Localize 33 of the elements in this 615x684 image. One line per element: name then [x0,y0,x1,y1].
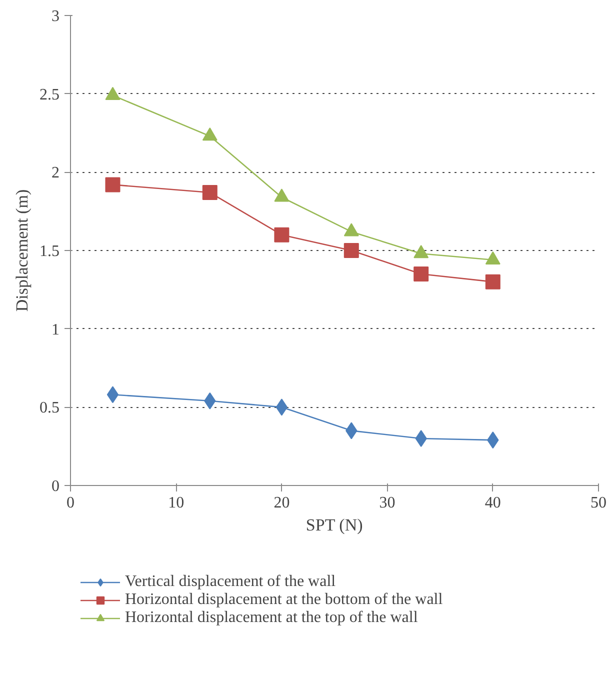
point [105,86,120,100]
point [106,386,119,404]
legend-label: Horizontal displacement at the top of the wall [125,609,418,627]
point [202,185,218,200]
point [276,398,288,416]
x-axis-title: SPT (N) [306,516,363,534]
point [485,274,500,290]
legend-label: Horizontal displacement at the bottom of the wall [125,591,443,609]
point [274,227,290,242]
y-axis-title: Displacement (m) [12,189,32,312]
point [344,223,359,236]
x-tick-label: 0 [66,494,74,512]
y-tick-label: 2.5 [40,86,60,104]
point [202,128,218,141]
x-tick-label: 30 [379,494,396,512]
y-tick-label: 0.5 [40,400,60,417]
x-tick-label: 20 [274,494,290,512]
y-tick-label: 3 [52,8,60,25]
x-tick-label: 10 [168,494,184,512]
x-tick-label: 50 [590,494,606,512]
y-tick-label: 0 [52,478,60,495]
point [414,266,429,282]
point [415,430,427,447]
point [414,245,429,258]
y-tick-label: 2 [52,164,60,182]
point [105,177,120,192]
y-tick-label: 1.5 [40,243,60,260]
point [344,243,359,258]
legend-label: Vertical displacement of the wall [125,573,336,591]
point [485,251,500,264]
y-tick-label: 1 [52,321,60,338]
point [274,188,290,202]
x-tick-label: 40 [484,494,501,512]
